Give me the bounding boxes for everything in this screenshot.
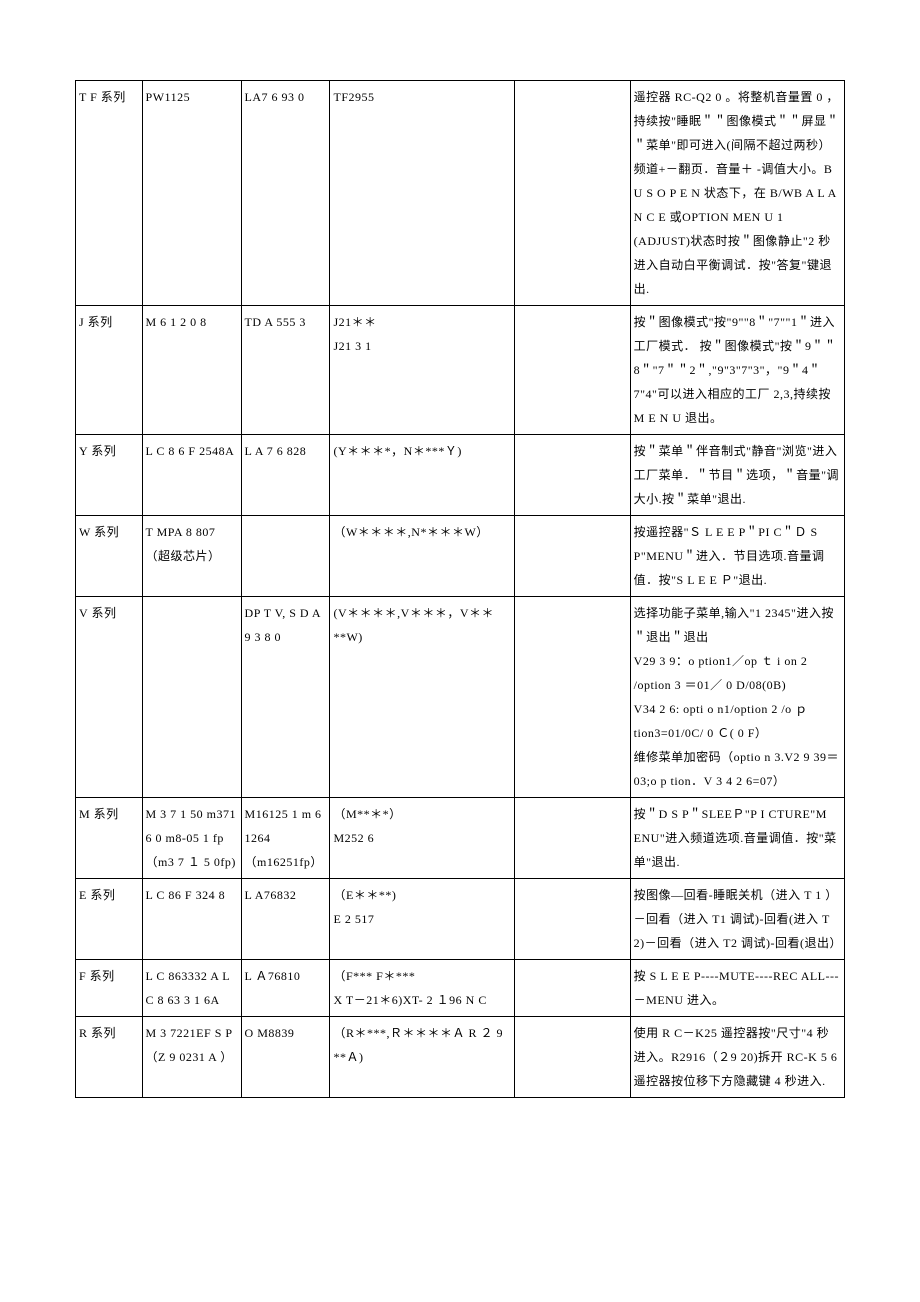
table-cell: 按＂菜单＂伴音制式"静音"浏览"进入工厂菜单．＂节目＂选项，＂音量"调大小.按＂… — [630, 435, 844, 516]
table-cell: M 3 7221EF S P（Z 9 0231 A ） — [142, 1017, 241, 1098]
table-cell: LA7 6 93 0 — [241, 81, 330, 306]
table-cell: TF2955 — [330, 81, 514, 306]
table-cell — [514, 306, 630, 435]
table-row: V 系列 DP T V, S D A 9 3 8 0(V＊＊＊＊,V＊＊＊，V＊＊… — [76, 597, 845, 798]
table-cell — [142, 597, 241, 798]
table-row: W 系列T MPA 8 807（超级芯片） （W＊＊＊＊,N*＊＊＊W） 按遥控器"… — [76, 516, 845, 597]
table-cell: PW1125 — [142, 81, 241, 306]
table-cell — [514, 597, 630, 798]
table-cell: 使用 R C－K25 遥控器按"尺寸"4 秒进入。R2916（２9 20)拆开 … — [630, 1017, 844, 1098]
table-row: E 系列L C 86 F 324 8L A76832（E＊＊**)E 2 517… — [76, 879, 845, 960]
table-cell: M 6 1 2 0 8 — [142, 306, 241, 435]
table-row: Y 系列L C 8 6 F 2548AL A 7 6 828(Y＊＊＊*，N＊*… — [76, 435, 845, 516]
table-row: F 系列L C 863332 A L C 8 63 3 1 6AL Ａ76810… — [76, 960, 845, 1017]
table-cell: R 系列 — [76, 1017, 143, 1098]
table-cell: (V＊＊＊＊,V＊＊＊，V＊＊**W) — [330, 597, 514, 798]
table-cell: 按＂D S P＂SLEEＰ"P I CTURE"M ENU"进入频道选项.音量调… — [630, 798, 844, 879]
table-row: M 系列M 3 7 1 50 m371 6 0 m8-05 1 fp（m3 7 … — [76, 798, 845, 879]
table-cell: V 系列 — [76, 597, 143, 798]
table-cell: L A76832 — [241, 879, 330, 960]
table-cell: J21＊＊J21 3 1 — [330, 306, 514, 435]
table-cell: E 系列 — [76, 879, 143, 960]
table-cell: L C 86 F 324 8 — [142, 879, 241, 960]
table-cell: M16125 1 m 6 1264 （m16251fp） — [241, 798, 330, 879]
table-cell — [514, 1017, 630, 1098]
tv-series-table: T F 系列PW1125LA7 6 93 0TF2955 遥控器 RC-Q2 0 … — [75, 80, 845, 1098]
table-cell: L C 8 6 F 2548A — [142, 435, 241, 516]
table-cell: 遥控器 RC-Q2 0 。将整机音量置 0 ，持续按"睡眠＂＂图像模式＂＂屏显＂… — [630, 81, 844, 306]
table-cell — [514, 798, 630, 879]
table-cell: DP T V, S D A 9 3 8 0 — [241, 597, 330, 798]
table-cell — [514, 435, 630, 516]
table-cell — [514, 960, 630, 1017]
table-cell: T MPA 8 807（超级芯片） — [142, 516, 241, 597]
table-cell: L C 863332 A L C 8 63 3 1 6A — [142, 960, 241, 1017]
table-cell: J 系列 — [76, 306, 143, 435]
table-cell — [241, 516, 330, 597]
table-cell: Y 系列 — [76, 435, 143, 516]
table-cell: M 3 7 1 50 m371 6 0 m8-05 1 fp（m3 7 １ 5 … — [142, 798, 241, 879]
table-cell: （W＊＊＊＊,N*＊＊＊W） — [330, 516, 514, 597]
table-cell: (Y＊＊＊*，N＊***Ｙ) — [330, 435, 514, 516]
table-cell: TD A 555 3 — [241, 306, 330, 435]
table-cell — [514, 516, 630, 597]
table-cell: W 系列 — [76, 516, 143, 597]
table-cell: （R＊***,Ｒ＊＊＊＊Ａ R ２ 9 **Ａ) — [330, 1017, 514, 1098]
table-cell: （M**＊*）M252 6 — [330, 798, 514, 879]
table-cell — [514, 879, 630, 960]
table-row: R 系列M 3 7221EF S P（Z 9 0231 A ）O M8839（R… — [76, 1017, 845, 1098]
document-page: T F 系列PW1125LA7 6 93 0TF2955 遥控器 RC-Q2 0 … — [0, 0, 920, 1302]
table-cell: （F*** F＊***X T－21＊6)XT- 2 １96 N C — [330, 960, 514, 1017]
table-cell: M 系列 — [76, 798, 143, 879]
table-cell: 按＂图像模式"按"9""8＂"7""1＂进入工厂模式． 按＂图像模式"按＂9＂＂… — [630, 306, 844, 435]
table-cell: L Ａ76810 — [241, 960, 330, 1017]
table-cell: （E＊＊**)E 2 517 — [330, 879, 514, 960]
table-cell: 按图像—回看-睡眠关机（进入 T 1 ）－回看（进入 T1 调试)-回看(进入 … — [630, 879, 844, 960]
table-cell: 按 S L E E P----MUTE----REC ALL---－MENU 进… — [630, 960, 844, 1017]
table-cell: L A 7 6 828 — [241, 435, 330, 516]
table-cell — [514, 81, 630, 306]
table-cell: 按遥控器"Ｓ L E E P＂PI C＂Ｄ S P"MENU＂进入．节目选项.音… — [630, 516, 844, 597]
table-row: T F 系列PW1125LA7 6 93 0TF2955 遥控器 RC-Q2 0 … — [76, 81, 845, 306]
table-row: J 系列M 6 1 2 0 8TD A 555 3J21＊＊J21 3 1 按＂图… — [76, 306, 845, 435]
table-cell: 选择功能子菜单,输入"1 2345"进入按＂退出＂退出V29 3 9：o pti… — [630, 597, 844, 798]
table-cell: T F 系列 — [76, 81, 143, 306]
table-cell: O M8839 — [241, 1017, 330, 1098]
table-cell: F 系列 — [76, 960, 143, 1017]
